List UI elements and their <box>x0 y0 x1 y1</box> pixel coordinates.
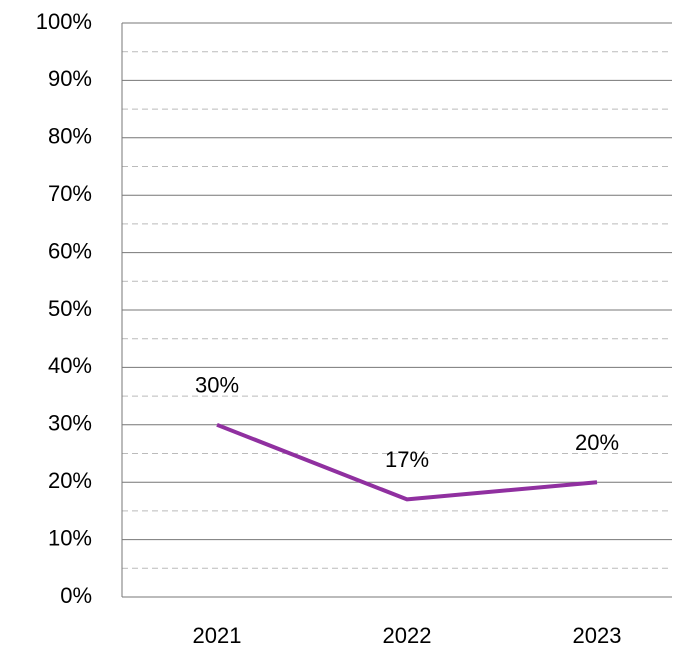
y-tick-label: 70% <box>48 181 92 206</box>
y-tick-label: 40% <box>48 353 92 378</box>
y-tick-label: 60% <box>48 238 92 263</box>
x-tick-label: 2023 <box>573 623 622 648</box>
y-tick-label: 30% <box>48 411 92 436</box>
y-tick-label: 50% <box>48 296 92 321</box>
line <box>216 422 598 502</box>
data-label: 17% <box>385 447 429 472</box>
y-tick-label: 80% <box>48 124 92 149</box>
y-tick-label: 20% <box>48 468 92 493</box>
y-tick-label: 10% <box>48 525 92 550</box>
x-tick-label: 2021 <box>193 623 242 648</box>
data-label: 30% <box>195 373 239 398</box>
y-tick-label: 0% <box>60 583 92 608</box>
y-tick-label: 100% <box>36 9 92 34</box>
data-label: 20% <box>575 430 619 455</box>
x-tick-label: 2022 <box>383 623 432 648</box>
y-tick-label: 90% <box>48 66 92 91</box>
